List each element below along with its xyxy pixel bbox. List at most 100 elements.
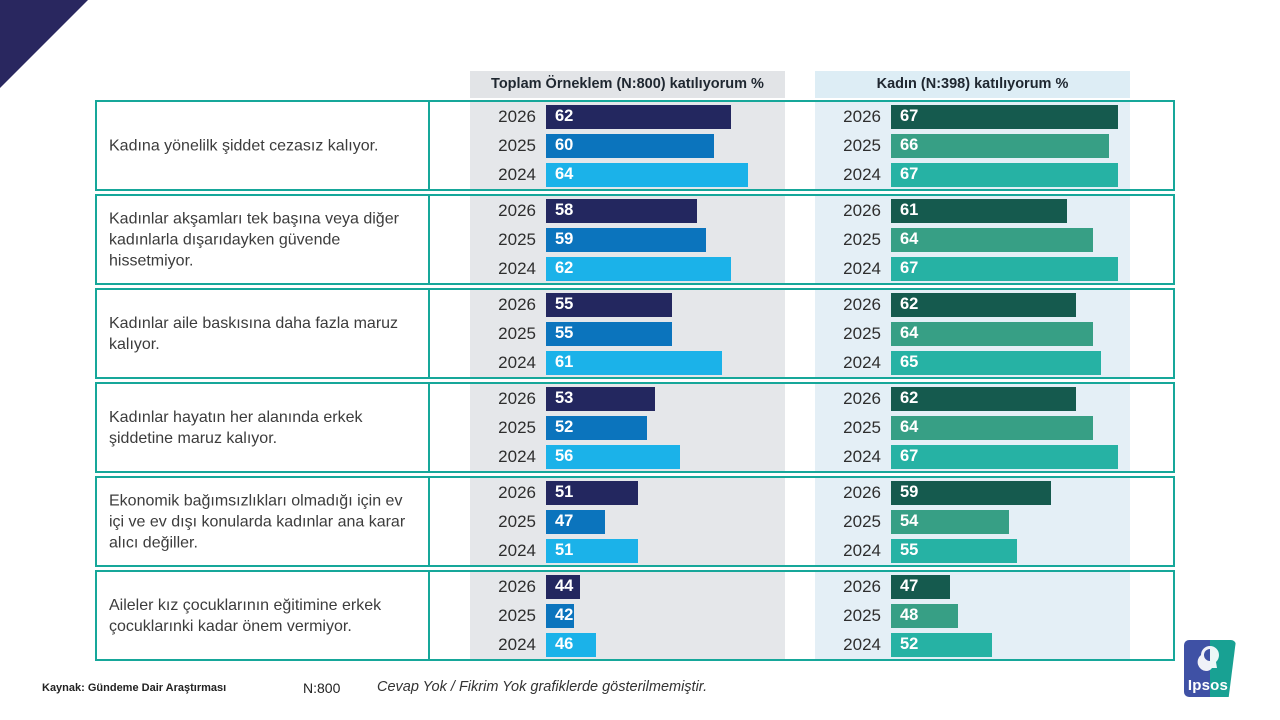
year-label: 2026 (498, 482, 536, 502)
statement-row: Aileler kız çocuklarının eğitimine erkek… (95, 570, 1175, 661)
bar-line: 2025 64 (815, 415, 1130, 440)
year-label: 2025 (498, 229, 536, 249)
bar-line: 2024 67 (815, 256, 1130, 281)
year-label: 2024 (843, 164, 881, 184)
statement-row: Kadınlar hayatın her alanında erkek şidd… (95, 382, 1175, 473)
bar-line: 2025 66 (815, 133, 1130, 158)
bar-total-2026: 55 (546, 292, 672, 317)
bar-value-label: 46 (555, 635, 574, 653)
bar-value-label: 61 (900, 201, 919, 219)
statement-label: Kadına yönelilk şiddet cezasız kalıyor. (109, 136, 379, 154)
bar-line: 2026 55 (470, 292, 785, 317)
year-label: 2026 (498, 294, 536, 314)
year-label: 2025 (498, 323, 536, 343)
bar-total-2026: 58 (546, 198, 698, 223)
year-label: 2024 (498, 164, 536, 184)
year-label: 2026 (498, 106, 536, 126)
year-label: 2026 (843, 106, 881, 126)
bar-value-label: 64 (900, 418, 919, 436)
bar-kadin-2024: 55 (891, 538, 1017, 563)
statement-row: Kadına yönelilk şiddet cezasız kalıyor. 2… (95, 100, 1175, 191)
bar-value-label: 58 (555, 201, 574, 219)
year-label: 2026 (498, 388, 536, 408)
bar-line: 2025 60 (470, 133, 785, 158)
bar-line: 2026 67 (815, 104, 1130, 129)
bar-value-label: 42 (555, 606, 574, 624)
bar-line: 2025 48 (815, 603, 1130, 628)
year-label: 2024 (498, 352, 536, 372)
year-label: 2024 (843, 258, 881, 278)
bar-total-2026: 62 (546, 104, 731, 129)
bar-kadin-2024: 67 (891, 256, 1118, 281)
bar-total-2024: 64 (546, 162, 748, 187)
statement-label: Ekonomik bağımsızlıkları olmadığı için e… (109, 491, 406, 552)
year-label: 2025 (843, 135, 881, 155)
disclaimer-note: Cevap Yok / Fikrim Yok grafiklerde göste… (377, 679, 708, 695)
year-label: 2024 (498, 446, 536, 466)
bar-total-2024: 61 (546, 350, 723, 375)
bar-value-label: 62 (555, 259, 574, 277)
year-label: 2025 (498, 511, 536, 531)
bar-line: 2026 51 (470, 480, 785, 505)
statement-label: Kadınlar hayatın her alanında erkek şidd… (109, 408, 363, 447)
total-panel: 2026 51 2025 47 2024 51 (470, 478, 785, 565)
bar-line: 2026 62 (470, 104, 785, 129)
year-label: 2026 (843, 388, 881, 408)
corner-triangle-decoration (0, 0, 88, 88)
row-divider (428, 572, 430, 659)
bar-value-label: 67 (900, 107, 919, 125)
bar-total-2025: 47 (546, 509, 605, 534)
bar-kadin-2025: 64 (891, 321, 1093, 346)
year-label: 2025 (498, 605, 536, 625)
year-label: 2026 (843, 482, 881, 502)
bar-line: 2024 62 (470, 256, 785, 281)
bar-line: 2026 59 (815, 480, 1130, 505)
bar-value-label: 48 (900, 606, 919, 624)
bar-value-label: 65 (900, 353, 919, 371)
bar-line: 2024 51 (470, 538, 785, 563)
bar-total-2025: 55 (546, 321, 672, 346)
bar-line: 2025 54 (815, 509, 1130, 534)
bar-total-2025: 59 (546, 227, 706, 252)
year-label: 2026 (843, 576, 881, 596)
year-label: 2024 (498, 258, 536, 278)
bar-kadin-2026: 62 (891, 292, 1076, 317)
bar-kadin-2024: 67 (891, 162, 1118, 187)
bar-line: 2024 67 (815, 162, 1130, 187)
bar-value-label: 64 (900, 230, 919, 248)
bar-value-label: 47 (900, 577, 919, 595)
bar-kadin-2026: 59 (891, 480, 1051, 505)
bar-total-2024: 51 (546, 538, 639, 563)
bar-line: 2024 67 (815, 444, 1130, 469)
bar-line: 2024 65 (815, 350, 1130, 375)
bar-kadin-2026: 62 (891, 386, 1076, 411)
column-header-kadin: Kadın (N:398) katılıyorum % (815, 71, 1130, 98)
row-divider (428, 384, 430, 471)
bar-total-2024: 56 (546, 444, 681, 469)
bar-line: 2026 53 (470, 386, 785, 411)
kadin-panel: 2026 62 2025 64 2024 67 (815, 384, 1130, 471)
kadin-panel: 2026 61 2025 64 2024 67 (815, 196, 1130, 283)
bar-kadin-2026: 47 (891, 574, 950, 599)
bar-line: 2024 56 (470, 444, 785, 469)
bar-value-label: 64 (900, 324, 919, 342)
bar-line: 2024 52 (815, 632, 1130, 657)
bar-value-label: 44 (555, 577, 574, 595)
bar-line: 2026 58 (470, 198, 785, 223)
bar-line: 2024 55 (815, 538, 1130, 563)
bar-value-label: 66 (900, 136, 919, 154)
bar-value-label: 47 (555, 512, 574, 530)
bar-value-label: 67 (900, 259, 919, 277)
bar-total-2024: 62 (546, 256, 731, 281)
bar-kadin-2026: 67 (891, 104, 1118, 129)
bar-line: 2026 47 (815, 574, 1130, 599)
bar-value-label: 61 (555, 353, 574, 371)
year-label: 2024 (843, 634, 881, 654)
year-label: 2026 (498, 576, 536, 596)
year-label: 2025 (843, 323, 881, 343)
bar-line: 2024 46 (470, 632, 785, 657)
bar-value-label: 56 (555, 447, 574, 465)
bar-line: 2024 64 (470, 162, 785, 187)
statement-row: Ekonomik bağımsızlıkları olmadığı için e… (95, 476, 1175, 567)
